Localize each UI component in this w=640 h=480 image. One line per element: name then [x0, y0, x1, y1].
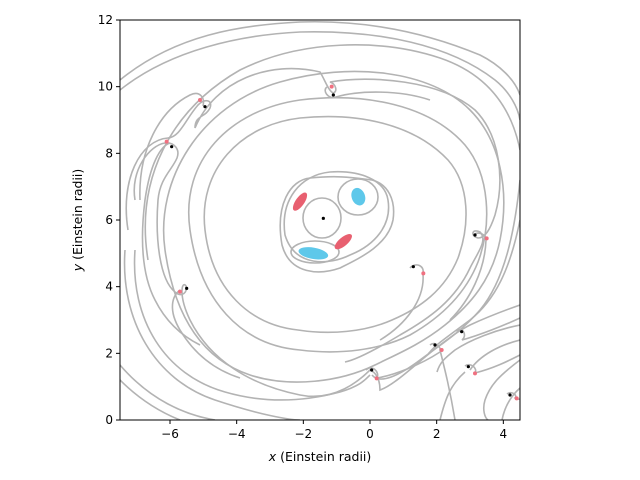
contour-line [203, 115, 467, 334]
lens-point [411, 265, 415, 269]
y-axis-label-text: (Einstein radii) [70, 169, 85, 264]
x-axis-var: x [268, 449, 277, 464]
contour-line [439, 371, 466, 420]
contour-line [162, 70, 505, 383]
lens-point [460, 330, 464, 334]
y-tick-label: 2 [105, 346, 113, 360]
contour-line [123, 249, 301, 420]
contour-line [371, 179, 520, 380]
saddle-point [473, 371, 477, 376]
contour-line [337, 178, 379, 216]
y-tick-label: 10 [98, 80, 113, 94]
x-axis-label: x (Einstein radii) [268, 449, 372, 464]
x-axis: −6 −4 −2 0 2 4 [161, 420, 507, 441]
saddle-point [484, 236, 489, 241]
y-axis-var: y [70, 263, 85, 272]
saddle-point [329, 84, 334, 89]
contour-line [187, 97, 488, 353]
y-tick-label: 0 [105, 413, 113, 427]
lens-point [203, 105, 207, 109]
saddle-point [164, 139, 169, 144]
contour-line [302, 197, 342, 239]
lens-positions [170, 93, 512, 397]
lensed-images [292, 187, 366, 260]
x-tick-label: 4 [500, 427, 508, 441]
contour-line [290, 240, 340, 264]
contour-line [482, 359, 520, 420]
contour-line [469, 339, 520, 371]
x-tick-label: −6 [161, 427, 179, 441]
lensed-image-red [334, 234, 352, 250]
contour-line [455, 317, 520, 341]
saddle-point [514, 396, 519, 401]
contour-line [125, 67, 501, 363]
contour-line [501, 387, 520, 420]
saddle-points [164, 84, 519, 401]
lens-point [321, 216, 325, 220]
lens-point [331, 93, 335, 97]
y-axis-label: y (Einstein radii) [70, 169, 85, 273]
lens-point [185, 286, 189, 290]
lensed-image-red [292, 192, 308, 211]
x-tick-label: −2 [294, 427, 312, 441]
contour-line [144, 44, 520, 261]
contour-line [133, 249, 371, 401]
saddle-point [198, 98, 202, 102]
y-tick-label: 8 [105, 146, 113, 160]
x-tick-label: 0 [366, 427, 374, 441]
y-tick-label: 12 [98, 13, 113, 27]
saddle-point [178, 289, 182, 294]
saddle-point [421, 271, 426, 276]
contour-line [171, 289, 241, 379]
contour-line [120, 364, 216, 420]
contour-line [279, 175, 395, 273]
contour-line [427, 219, 520, 355]
x-tick-label: −4 [228, 427, 246, 441]
y-axis: 0 2 4 6 8 10 12 [98, 13, 120, 427]
contour-line [324, 86, 431, 101]
y-tick-label: 4 [105, 280, 113, 294]
y-tick-label: 6 [105, 213, 113, 227]
contour-line [120, 31, 520, 121]
lensed-image-blue [351, 187, 366, 206]
saddle-point [374, 376, 379, 381]
x-axis-label-text: (Einstein radii) [276, 449, 371, 464]
lens-point [473, 233, 477, 237]
saddle-point [439, 348, 444, 352]
x-tick-label: 2 [433, 427, 441, 441]
lens-point [170, 145, 174, 149]
lens-point [508, 393, 512, 397]
lens-point [466, 365, 470, 369]
lens-point [370, 368, 374, 372]
contour-line [139, 92, 205, 201]
lens-point [433, 343, 437, 347]
contour-line [141, 142, 201, 346]
plot-background [120, 20, 520, 420]
contour-line [436, 324, 520, 373]
contour-line [120, 20, 520, 96]
contour-line [120, 379, 181, 420]
lensed-image-blue [298, 247, 329, 260]
